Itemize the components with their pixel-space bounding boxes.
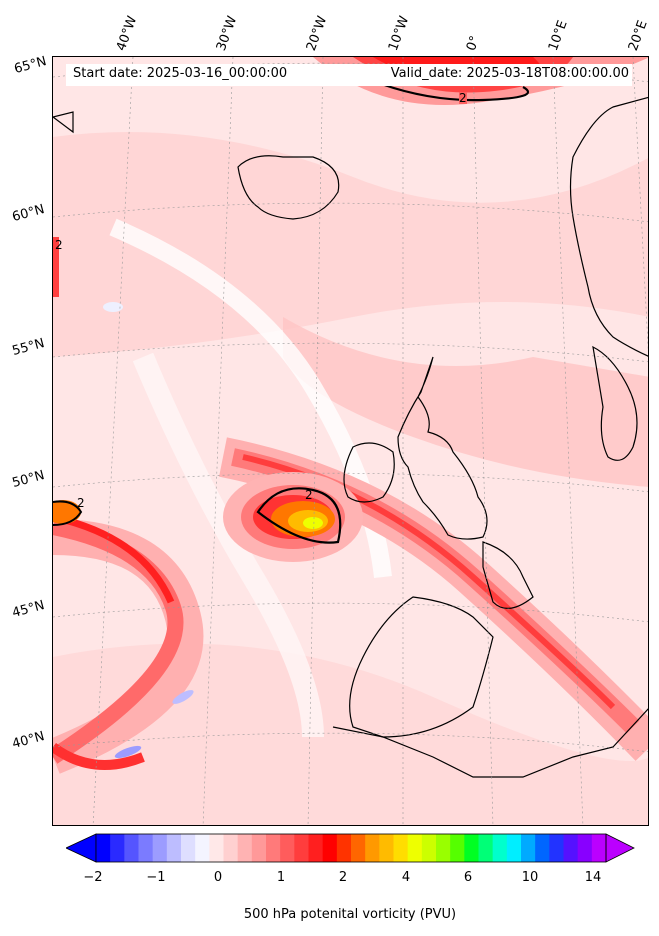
colorbar-bin [351, 834, 366, 862]
colorbar-bin [251, 834, 267, 862]
colorbar-bin [280, 834, 295, 862]
colorbar-tick: 14 [584, 870, 602, 885]
colorbar-bin [308, 834, 324, 862]
colorbar-label: 500 hPa potenital vorticity (PVU) [243, 907, 457, 922]
colorbar-bin [365, 834, 380, 862]
colorbar-tick: 2 [338, 870, 348, 885]
colorbar-bin [96, 834, 111, 862]
lat-label: 40°N [10, 729, 47, 752]
pv-field-map [53, 57, 648, 825]
header-bar [66, 64, 632, 86]
contour-label: 2 [55, 238, 63, 252]
colorbar-outline [95, 833, 607, 863]
colorbar-bin [492, 834, 508, 862]
colorbar-extend-max [605, 833, 635, 863]
contour-label: 2 [77, 496, 85, 510]
start-date-label: Start date: 2025-03-16_00:00:00 [73, 66, 288, 81]
lat-label: 60°N [10, 202, 47, 225]
colorbar-bin [223, 834, 239, 862]
colorbar-bin [393, 834, 409, 862]
colorbar-tick: 0 [213, 870, 223, 885]
colorbar-tick: 10 [521, 870, 539, 885]
colorbar-bin [521, 834, 536, 862]
colorbar-bin [506, 834, 522, 862]
colorbar-tick: −2 [83, 870, 103, 885]
colorbar-bin [336, 834, 352, 862]
lat-label: 45°N [10, 598, 47, 621]
colorbar-bin [478, 834, 494, 862]
lon-label: 30°W [213, 14, 241, 53]
lat-label: 65°N [12, 54, 49, 77]
colorbar-extend-min [66, 833, 97, 863]
colorbar-bin [110, 834, 125, 862]
valid-date-label: Valid_date: 2025-03-18T08:00:00.00 [390, 66, 629, 81]
lon-label: 0° [463, 33, 484, 53]
lat-label: 50°N [10, 468, 47, 491]
colorbar-bin [549, 834, 564, 862]
colorbar-bin [266, 834, 281, 862]
lon-label: 10°E [545, 18, 571, 53]
colorbar-bin [138, 834, 154, 862]
colorbar-bin [577, 834, 593, 862]
lon-label: 20°E [625, 18, 651, 53]
contour-label: 2 [459, 91, 467, 105]
colorbar-bin [563, 834, 579, 862]
colorbar-bin [152, 834, 168, 862]
colorbar-bin [195, 834, 210, 862]
colorbar-tick: 6 [463, 870, 473, 885]
colorbar-tick: 4 [401, 870, 411, 885]
colorbar-bin [181, 834, 196, 862]
colorbar-bin [166, 834, 182, 862]
colorbar-bin [450, 834, 465, 862]
colorbar-bin [209, 834, 224, 862]
lat-label: 55°N [10, 336, 47, 359]
lon-label: 20°W [303, 14, 331, 53]
colorbar-bin [379, 834, 394, 862]
colorbar-bin [421, 834, 437, 862]
colorbar-tick: −1 [146, 870, 166, 885]
map-panel: 2 2 2 2 [52, 56, 649, 826]
lon-label: 10°W [385, 14, 413, 53]
contour-label: 2 [305, 488, 313, 502]
colorbar-bin [535, 834, 550, 862]
colorbar-bin [436, 834, 451, 862]
lon-label: 40°W [113, 14, 141, 53]
colorbar-tick: 1 [276, 870, 286, 885]
colorbar-bin [124, 834, 139, 862]
colorbar-bin [591, 834, 607, 862]
colorbar-bin [294, 834, 309, 862]
colorbar [66, 833, 635, 863]
colorbar-bin [237, 834, 253, 862]
colorbar-bin [322, 834, 338, 862]
colorbar-bin [464, 834, 479, 862]
colorbar-bin [407, 834, 423, 862]
